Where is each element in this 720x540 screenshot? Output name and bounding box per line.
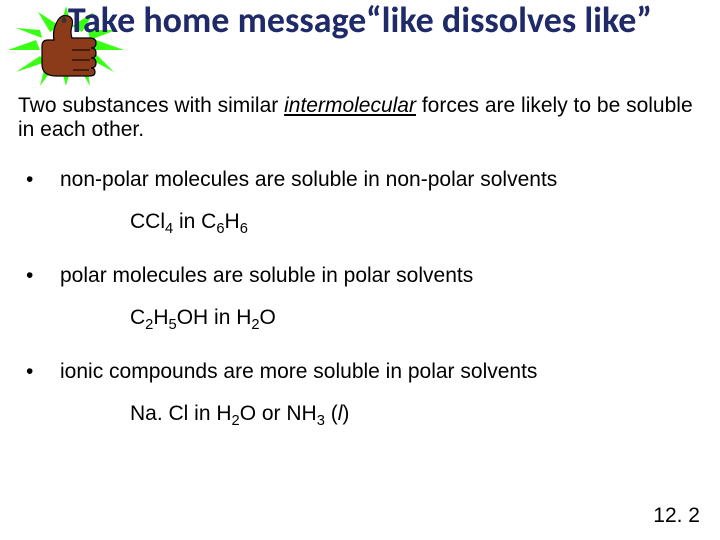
intro-text: Two substances with similar intermolecul… xyxy=(18,94,702,142)
bullet-text: polar molecules are soluble in polar sol… xyxy=(60,264,473,287)
list-item: polar molecules are soluble in polar sol… xyxy=(26,264,700,330)
slide-title: Take home message“like dissolves like” xyxy=(0,2,720,40)
intro-pre: Two substances with similar xyxy=(18,94,284,117)
slide-number: 12. 2 xyxy=(653,504,700,528)
list-item: ionic compounds are more soluble in pola… xyxy=(26,360,700,426)
intro-underline: intermolecular xyxy=(284,94,416,117)
bullet-text: ionic compounds are more soluble in pola… xyxy=(60,360,537,383)
list-item: non-polar molecules are soluble in non-p… xyxy=(26,168,700,234)
bullet-text: non-polar molecules are soluble in non-p… xyxy=(60,168,557,191)
bullet-example: Na. Cl in H2O or NH3 (l) xyxy=(130,402,700,426)
slide: Take home message“like dissolves like” T… xyxy=(0,0,720,540)
bullet-example: CCl4 in C6H6 xyxy=(130,210,700,234)
bullet-list: non-polar molecules are soluble in non-p… xyxy=(26,168,700,456)
bullet-example: C2H5OH in H2O xyxy=(130,306,700,330)
